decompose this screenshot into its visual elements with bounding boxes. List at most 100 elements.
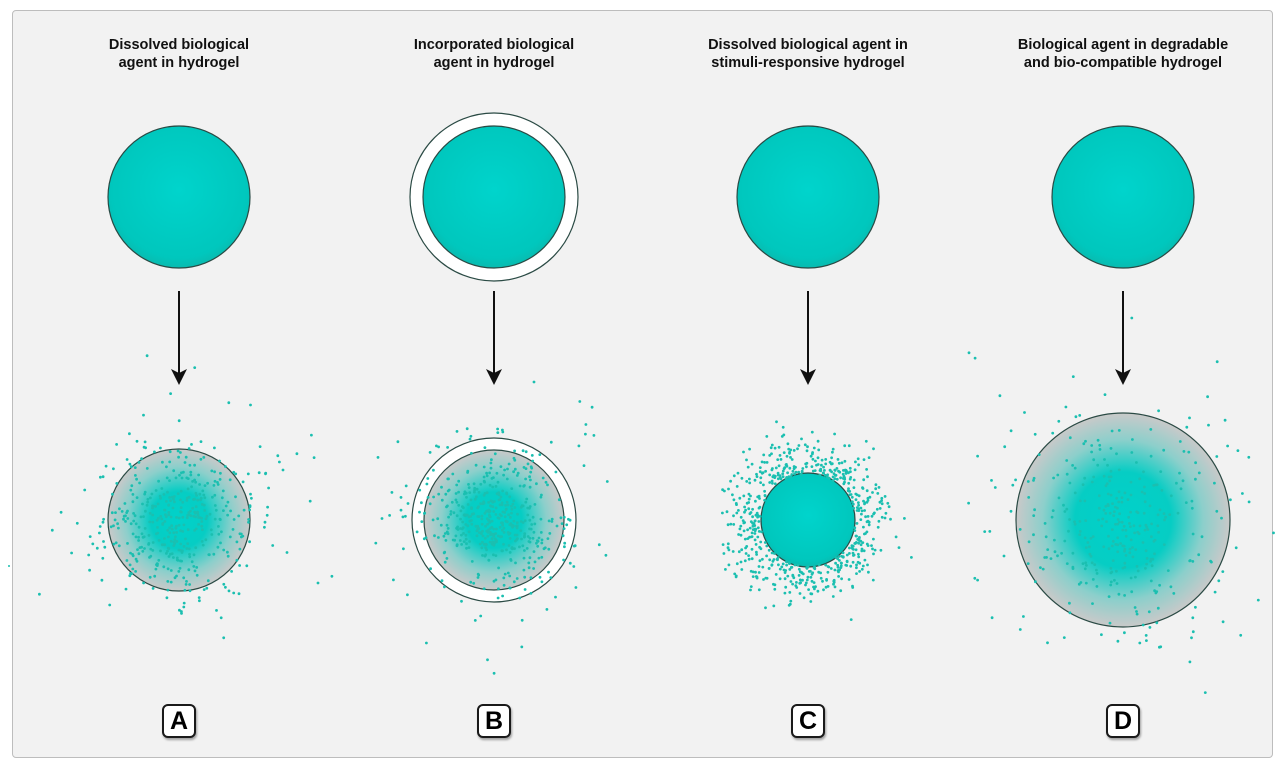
agent-dot — [568, 561, 572, 565]
agent-dot — [831, 479, 835, 483]
agent-dot — [1131, 438, 1134, 441]
agent-dot — [151, 513, 155, 517]
hydrogel-sphere-top — [107, 125, 251, 269]
agent-dot — [1114, 505, 1117, 509]
agent-dot — [743, 505, 746, 509]
agent-dot — [477, 490, 481, 494]
agent-dot — [883, 516, 887, 520]
agent-dot — [743, 510, 746, 514]
agent-dot — [773, 552, 776, 555]
agent-dot — [210, 533, 214, 536]
agent-dot — [485, 474, 489, 478]
agent-dot — [1117, 429, 1121, 432]
agent-dot — [990, 616, 994, 620]
agent-dot — [120, 510, 124, 513]
agent-dot — [1226, 444, 1229, 448]
agent-dot — [844, 563, 848, 567]
agent-dot — [188, 589, 192, 593]
agent-dot — [113, 518, 117, 522]
agent-dot — [114, 541, 118, 545]
agent-dot — [797, 567, 801, 571]
agent-dot — [855, 534, 858, 538]
agent-dot — [737, 550, 741, 554]
agent-dot — [473, 497, 477, 501]
agent-dot — [805, 578, 809, 582]
agent-dot — [193, 569, 197, 573]
agent-dot — [735, 485, 739, 488]
agent-dot — [169, 515, 173, 519]
panel-b-label: B — [477, 704, 511, 738]
agent-dot — [112, 524, 115, 528]
agent-dot — [1065, 507, 1069, 511]
agent-dot — [473, 490, 476, 494]
agent-dot — [435, 444, 438, 448]
agent-dot — [164, 515, 168, 519]
agent-dot — [772, 474, 776, 478]
agent-dot — [245, 564, 249, 568]
agent-dot — [513, 449, 516, 453]
agent-dot — [781, 472, 785, 476]
agent-dot — [111, 492, 114, 496]
agent-dot — [459, 527, 462, 530]
panel-d-illustration — [967, 125, 1275, 694]
agent-dot — [726, 542, 730, 546]
agent-dot — [723, 489, 726, 493]
agent-dot — [165, 476, 169, 480]
agent-dot — [1065, 459, 1069, 462]
agent-dot — [855, 566, 858, 570]
agent-dot — [763, 489, 766, 493]
agent-dot — [801, 578, 804, 582]
agent-dot — [788, 591, 792, 594]
agent-dot — [1116, 639, 1120, 643]
agent-dot — [528, 518, 532, 522]
agent-dot — [1116, 550, 1120, 554]
agent-dot — [257, 471, 261, 475]
agent-dot — [1106, 463, 1109, 467]
agent-dot — [903, 517, 906, 520]
agent-dot — [168, 479, 171, 482]
agent-dot — [231, 528, 235, 531]
agent-dot — [484, 546, 488, 550]
agent-dot — [134, 474, 137, 477]
agent-dot — [537, 556, 541, 560]
agent-dot — [1084, 519, 1088, 522]
agent-dot — [218, 459, 221, 463]
agent-dot — [529, 576, 533, 580]
agent-dot — [747, 557, 751, 561]
agent-dot — [1168, 513, 1172, 516]
agent-dot — [1109, 469, 1113, 473]
agent-dot — [316, 581, 320, 585]
agent-dot — [751, 507, 754, 511]
panel-a-illustration — [38, 125, 334, 640]
agent-dot — [871, 547, 874, 551]
agent-dot — [443, 560, 447, 564]
agent-dot — [759, 476, 763, 480]
agent-dot — [185, 547, 189, 550]
agent-dot — [840, 577, 843, 581]
agent-dot — [1056, 554, 1059, 558]
agent-dot — [1149, 454, 1153, 458]
agent-dot — [850, 546, 854, 550]
agent-dot — [1134, 548, 1138, 551]
agent-dot — [761, 557, 764, 561]
agent-dot — [502, 473, 505, 477]
agent-dot — [1130, 451, 1134, 454]
agent-dot — [1141, 541, 1145, 544]
agent-dot — [889, 517, 892, 521]
agent-dot — [402, 547, 405, 551]
agent-dot — [1027, 540, 1031, 544]
agent-dot — [165, 552, 168, 555]
agent-dot — [763, 498, 766, 502]
agent-dot — [858, 570, 861, 573]
agent-dot — [857, 501, 860, 504]
agent-dot — [1064, 405, 1068, 409]
agent-dot — [851, 500, 854, 504]
agent-dot — [1153, 538, 1157, 542]
agent-dot — [1128, 551, 1132, 555]
agent-dot — [423, 512, 426, 515]
agent-dot — [485, 471, 488, 475]
agent-dot — [177, 439, 181, 443]
agent-dot — [1229, 498, 1232, 502]
agent-dot — [501, 510, 505, 514]
agent-dot — [574, 586, 578, 589]
